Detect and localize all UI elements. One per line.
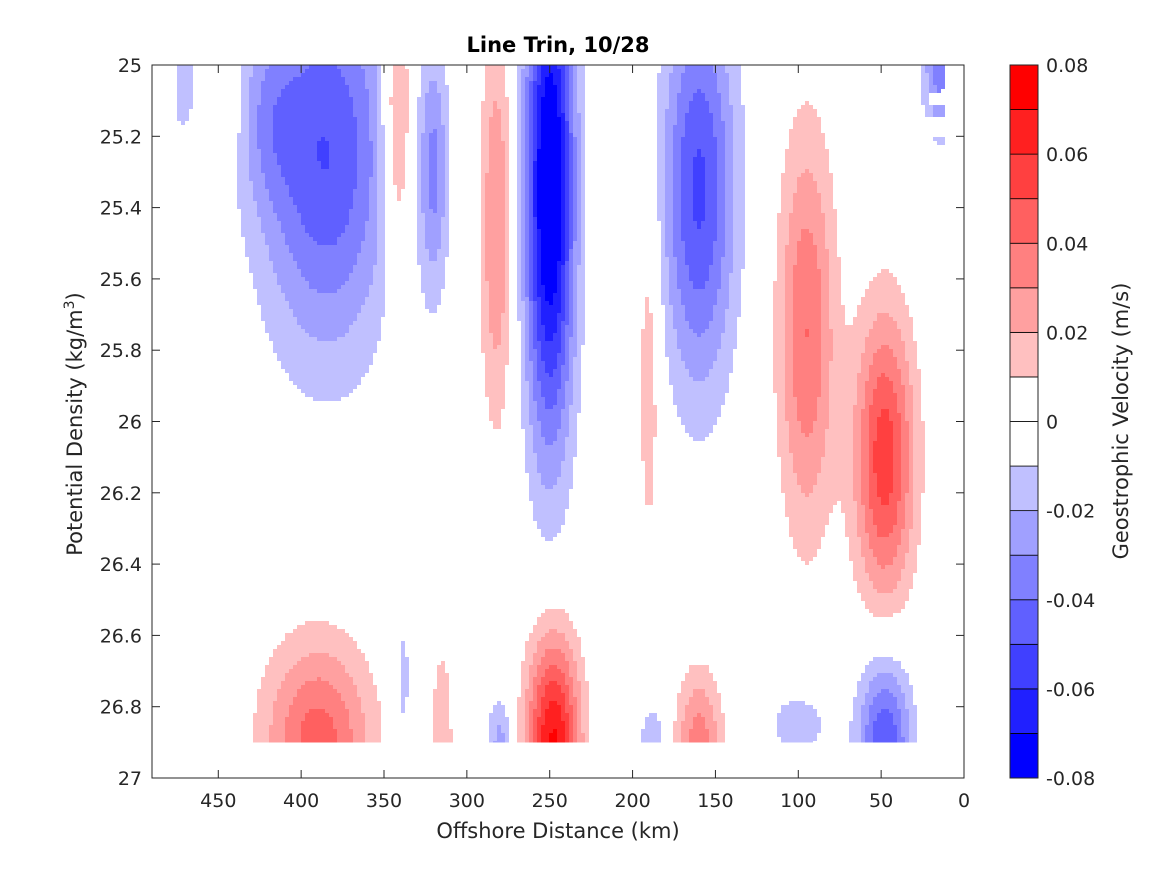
colorbar-swatch	[1009, 64, 1039, 110]
x-tick-label: 50	[869, 790, 893, 812]
x-tick-label: 300	[449, 790, 485, 812]
colorbar-swatch	[1009, 331, 1039, 378]
colorbar-swatch	[1009, 510, 1039, 556]
y-tick-label: 27	[118, 768, 142, 790]
y-tick-label: 26.8	[100, 697, 142, 719]
colorbar-tick-label: -0.06	[1046, 679, 1095, 701]
x-axis-label: Offshore Distance (km)	[436, 819, 679, 843]
colorbar-swatch	[1009, 554, 1039, 601]
colorbar-swatch	[1009, 287, 1039, 333]
colorbar-tick-label: 0.06	[1046, 144, 1088, 166]
y-tick-label: 25.4	[100, 198, 142, 220]
x-tick-label: 150	[697, 790, 733, 812]
colorbar-tick-label: 0.04	[1046, 233, 1088, 255]
colorbar-swatch	[1009, 733, 1039, 779]
contour-plot	[176, 65, 945, 743]
colorbar-swatch	[1009, 465, 1039, 512]
chart-title: Line Trin, 10/28	[466, 33, 649, 57]
colorbar-swatch	[1009, 153, 1039, 200]
colorbar-tick-label: -0.08	[1046, 768, 1095, 790]
colorbar-tick-label: 0	[1046, 412, 1058, 434]
y-tick-label: 26	[118, 412, 142, 434]
y-axis-label-superscript: 3	[62, 300, 78, 309]
x-tick-label: 450	[200, 790, 236, 812]
y-tick-label: 25.2	[100, 126, 142, 148]
y-axis: 25 25.2 25.4 25.6 25.8 26 26.2 26.4 26.6 26.8 27	[100, 55, 964, 790]
colorbar-tick-label: 0.02	[1046, 322, 1088, 344]
colorbar-swatch	[1009, 421, 1039, 467]
colorbar-tick-label: 0.08	[1046, 55, 1088, 77]
colorbar: 0.08 0.06 0.04 0.02 0 -0.02 -0.04 -0.06 -0.08	[1009, 55, 1095, 790]
y-axis-label-close: )	[63, 292, 87, 300]
x-tick-label: 0	[958, 790, 970, 812]
x-tick-label: 200	[614, 790, 650, 812]
y-tick-label: 25	[118, 55, 142, 77]
y-axis-label-main: Potential Density (kg/m	[63, 309, 87, 555]
colorbar-swatch	[1009, 242, 1039, 289]
colorbar-swatch	[1009, 643, 1039, 690]
colorbar-tick-label: -0.02	[1046, 501, 1095, 523]
y-tick-label: 26.6	[100, 625, 142, 647]
y-tick-label: 26.2	[100, 483, 142, 505]
colorbar-swatch	[1009, 688, 1039, 734]
y-tick-label: 25.6	[100, 269, 142, 291]
y-axis-label: Potential Density (kg/m3)	[62, 292, 87, 556]
y-tick-label: 25.8	[100, 340, 142, 362]
y-tick-label: 26.4	[100, 554, 142, 576]
x-tick-label: 100	[780, 790, 816, 812]
colorbar-swatch	[1009, 109, 1039, 155]
x-tick-label: 400	[283, 790, 319, 812]
colorbar-frame	[1009, 64, 1039, 779]
x-axis: 450 400 350 300 250 200 150 100 50 0	[200, 65, 970, 812]
colorbar-tick-label: -0.04	[1046, 590, 1095, 612]
colorbar-swatch	[1009, 198, 1039, 244]
colorbar-label: Geostrophic Velocity (m/s)	[1109, 283, 1133, 560]
x-tick-label: 350	[366, 790, 402, 812]
colorbar-swatch	[1009, 376, 1039, 422]
x-tick-label: 250	[532, 790, 568, 812]
colorbar-swatch	[1009, 599, 1039, 645]
